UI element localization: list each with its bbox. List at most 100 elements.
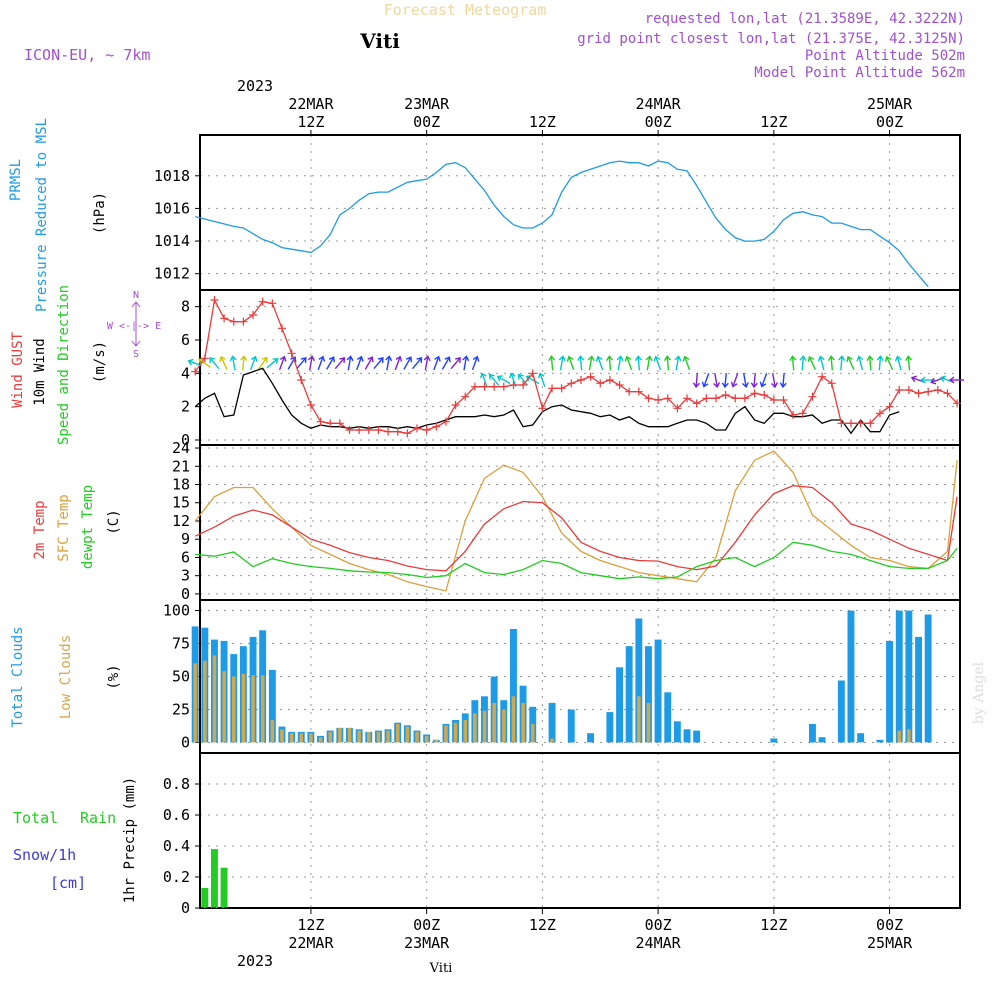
- panel-frame: [199, 289, 961, 446]
- y-tick-label: 4: [181, 364, 190, 382]
- arrow-shaft: [868, 356, 872, 371]
- arrow-shaft: [791, 356, 795, 371]
- arrow-shaft: [646, 356, 651, 371]
- arrow-shaft: [684, 356, 691, 371]
- gust-marker: [953, 399, 962, 408]
- arrow-head: [537, 372, 545, 379]
- wind-direction-arrow: [548, 355, 556, 371]
- arrow-shaft: [424, 356, 429, 371]
- wind-direction-arrow: [799, 355, 807, 371]
- wind-unit: (m/s): [92, 341, 108, 383]
- top-date-label: 25MAR: [867, 95, 913, 113]
- wind-direction-arrow: [496, 375, 511, 385]
- arrow-shaft: [782, 372, 785, 388]
- wind-direction-arrow: [674, 355, 682, 371]
- gust-marker: [220, 314, 229, 323]
- compass-icon: [131, 301, 141, 347]
- arrow-shaft: [220, 356, 228, 370]
- gust-marker: [316, 417, 325, 426]
- gust-marker: [866, 419, 875, 428]
- gust-marker: [326, 419, 335, 428]
- gust-marker: [789, 411, 798, 419]
- wind-gust-label: Wind GUST: [10, 332, 26, 408]
- arrow-shaft: [481, 373, 488, 387]
- gust-marker: [557, 384, 566, 393]
- arrow-head: [339, 357, 346, 363]
- low-cloud-bar: [347, 727, 352, 743]
- arrow-shaft: [433, 356, 440, 371]
- top-hour-label: 12Z: [297, 113, 324, 131]
- arrow-head: [674, 355, 682, 362]
- arrow-head: [290, 356, 297, 363]
- arrow-shaft: [450, 357, 461, 370]
- wind-direction-arrow: [307, 355, 315, 371]
- arrow-head: [577, 355, 585, 361]
- gust-marker: [721, 391, 730, 399]
- arrow-head: [508, 372, 516, 379]
- arrow-head: [250, 355, 258, 362]
- arrow-head: [750, 382, 758, 389]
- gust-marker: [528, 369, 537, 378]
- arrow-head: [395, 355, 403, 362]
- top-date-label: 23MAR: [404, 95, 450, 113]
- total-cloud-bar: [587, 733, 594, 743]
- arrow-shaft: [463, 356, 468, 371]
- low-cloud-bar: [193, 663, 197, 743]
- gust-marker: [702, 394, 711, 403]
- arrow-shaft: [347, 356, 352, 371]
- gust-marker: [355, 426, 364, 434]
- total-cloud-bar: [895, 610, 903, 743]
- total-cloud-bar: [567, 709, 575, 743]
- arrow-shaft: [411, 357, 423, 370]
- total-cloud-bar: [268, 669, 276, 743]
- gust-marker: [605, 376, 614, 384]
- arrow-shaft: [471, 356, 478, 371]
- arrow-shaft: [666, 356, 670, 371]
- total-cloud-bar: [857, 733, 865, 743]
- arrow-head: [807, 355, 815, 362]
- arrow-shaft: [830, 356, 834, 371]
- arrow-head: [624, 355, 632, 362]
- arrow-head: [939, 375, 946, 383]
- arrow-shaft: [847, 356, 855, 370]
- low-cloud-bar: [270, 720, 275, 743]
- arrow-head: [229, 355, 237, 362]
- total-cloud-bar: [635, 618, 643, 743]
- gust-marker: [413, 424, 422, 433]
- wind-direction-arrow: [713, 372, 721, 389]
- total-cloud-bar: [654, 639, 662, 743]
- gust-marker: [403, 429, 412, 438]
- wind-10m-label: 10m Wind: [32, 338, 48, 405]
- arrow-head: [444, 356, 451, 363]
- model-altitude: Model Point Altitude 562m: [754, 65, 965, 81]
- low-cloud-bar: [251, 675, 255, 743]
- arrow-head: [876, 355, 884, 361]
- y-tick-label: 0: [181, 733, 190, 751]
- wind-direction-arrow: [517, 373, 529, 386]
- y-tick-label: 24: [172, 439, 190, 457]
- low-cloud-bar: [444, 725, 448, 743]
- wind-direction-arrow: [471, 355, 480, 371]
- wind-gust-line: [194, 297, 958, 434]
- arrow-shaft: [840, 356, 843, 371]
- arrow-shaft: [356, 356, 363, 371]
- wind-direction-arrow: [394, 355, 403, 371]
- arrow-shaft: [497, 375, 511, 385]
- top-hour-label: 12Z: [760, 113, 787, 131]
- wind-direction-arrow: [789, 355, 797, 371]
- rain-bar: [201, 887, 209, 908]
- gust-marker: [837, 419, 846, 428]
- gust-marker: [258, 297, 267, 306]
- wind-direction-arrow: [948, 376, 965, 384]
- gust-marker: [933, 386, 942, 394]
- arrow-shaft: [675, 356, 680, 371]
- wind-direction-arrow: [373, 357, 384, 370]
- arrow-shaft: [819, 356, 825, 371]
- gust-marker: [364, 426, 373, 434]
- gust-marker: [914, 389, 923, 398]
- wind-direction-arrow: [326, 356, 335, 370]
- low-cloud-bar: [473, 713, 477, 743]
- arrow-shaft: [489, 374, 500, 386]
- gust-marker: [374, 426, 383, 434]
- total-cloud-bar: [693, 730, 701, 743]
